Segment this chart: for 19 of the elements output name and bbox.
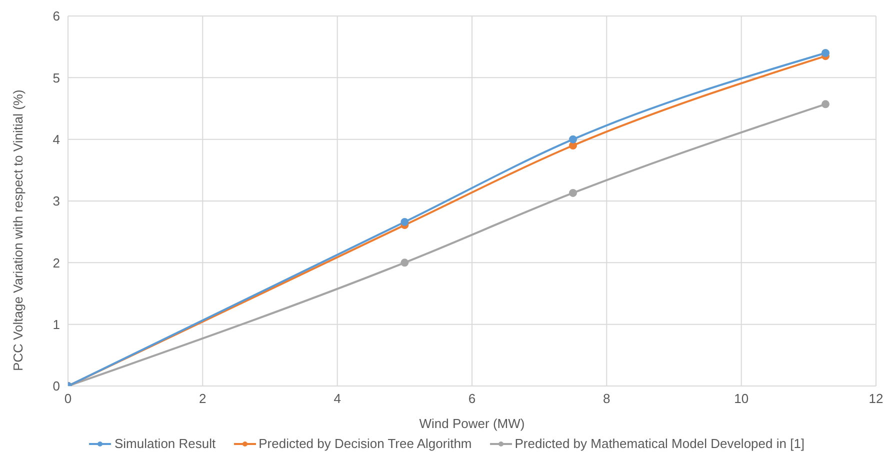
- x-axis-title: Wind Power (MW): [419, 416, 525, 431]
- legend-label: Simulation Result: [113, 436, 216, 451]
- y-tick-label: 4: [52, 132, 60, 147]
- legend-label: Predicted by Decision Tree Algorithm: [258, 436, 472, 451]
- x-tick-label: 6: [468, 391, 476, 406]
- x-tick-label: 10: [734, 391, 749, 406]
- x-tick-label: 0: [64, 391, 72, 406]
- x-tick-label: 4: [334, 391, 341, 406]
- y-tick-label: 5: [52, 70, 60, 86]
- y-tick-label: 1: [52, 316, 60, 332]
- x-tick-label: 8: [603, 391, 610, 406]
- y-tick-label: 2: [52, 255, 60, 270]
- legend-label: Predicted by Mathematical Model Developed in [1]: [514, 436, 805, 451]
- y-axis-title: PCC Voltage Variation with respect to Vinitial (%): [10, 90, 26, 371]
- y-tick-label: 0: [52, 378, 60, 394]
- x-tick-label: 12: [868, 391, 884, 406]
- y-tick-label: 6: [52, 8, 60, 24]
- y-tick-label: 3: [52, 194, 60, 209]
- x-tick-label: 2: [199, 391, 206, 406]
